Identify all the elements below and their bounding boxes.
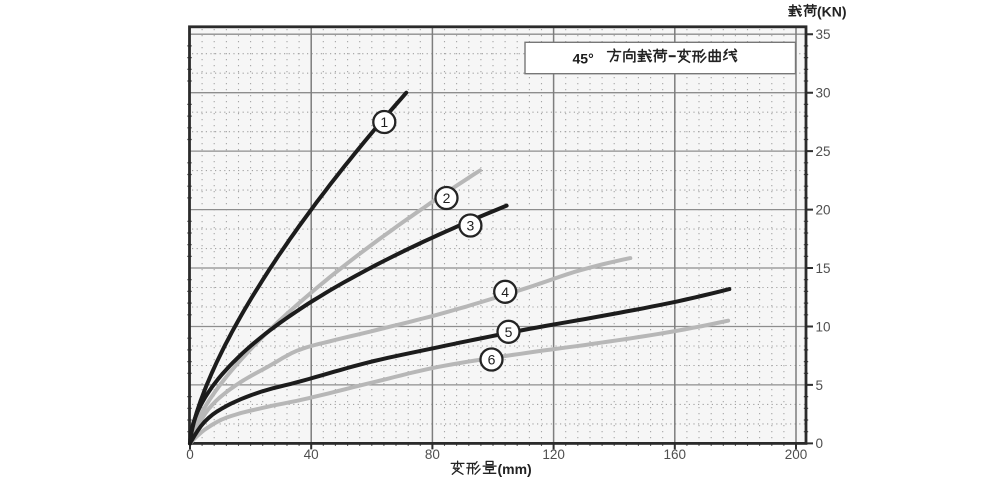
svg-text:0: 0 [816, 436, 824, 451]
svg-text:80: 80 [425, 447, 440, 462]
svg-text:30: 30 [816, 86, 831, 101]
svg-text:35: 35 [816, 27, 831, 42]
svg-text:40: 40 [304, 447, 319, 462]
svg-text:0: 0 [186, 447, 194, 462]
svg-text:5: 5 [505, 324, 513, 340]
svg-text:45°: 45° [573, 50, 594, 66]
svg-text:200: 200 [785, 447, 808, 462]
svg-text:15: 15 [816, 261, 831, 276]
svg-text:3: 3 [467, 218, 475, 234]
svg-text:4: 4 [501, 284, 509, 300]
svg-text:1: 1 [380, 114, 388, 130]
svg-text:6: 6 [488, 352, 496, 368]
svg-text:5: 5 [816, 378, 824, 393]
svg-text:120: 120 [542, 447, 565, 462]
svg-text:25: 25 [816, 144, 831, 159]
svg-text:2: 2 [443, 190, 451, 206]
svg-text:(mm): (mm) [498, 461, 532, 477]
svg-text:(KN): (KN) [817, 4, 847, 20]
svg-text:20: 20 [816, 202, 831, 217]
svg-text:10: 10 [816, 319, 831, 334]
svg-text:160: 160 [664, 447, 687, 462]
